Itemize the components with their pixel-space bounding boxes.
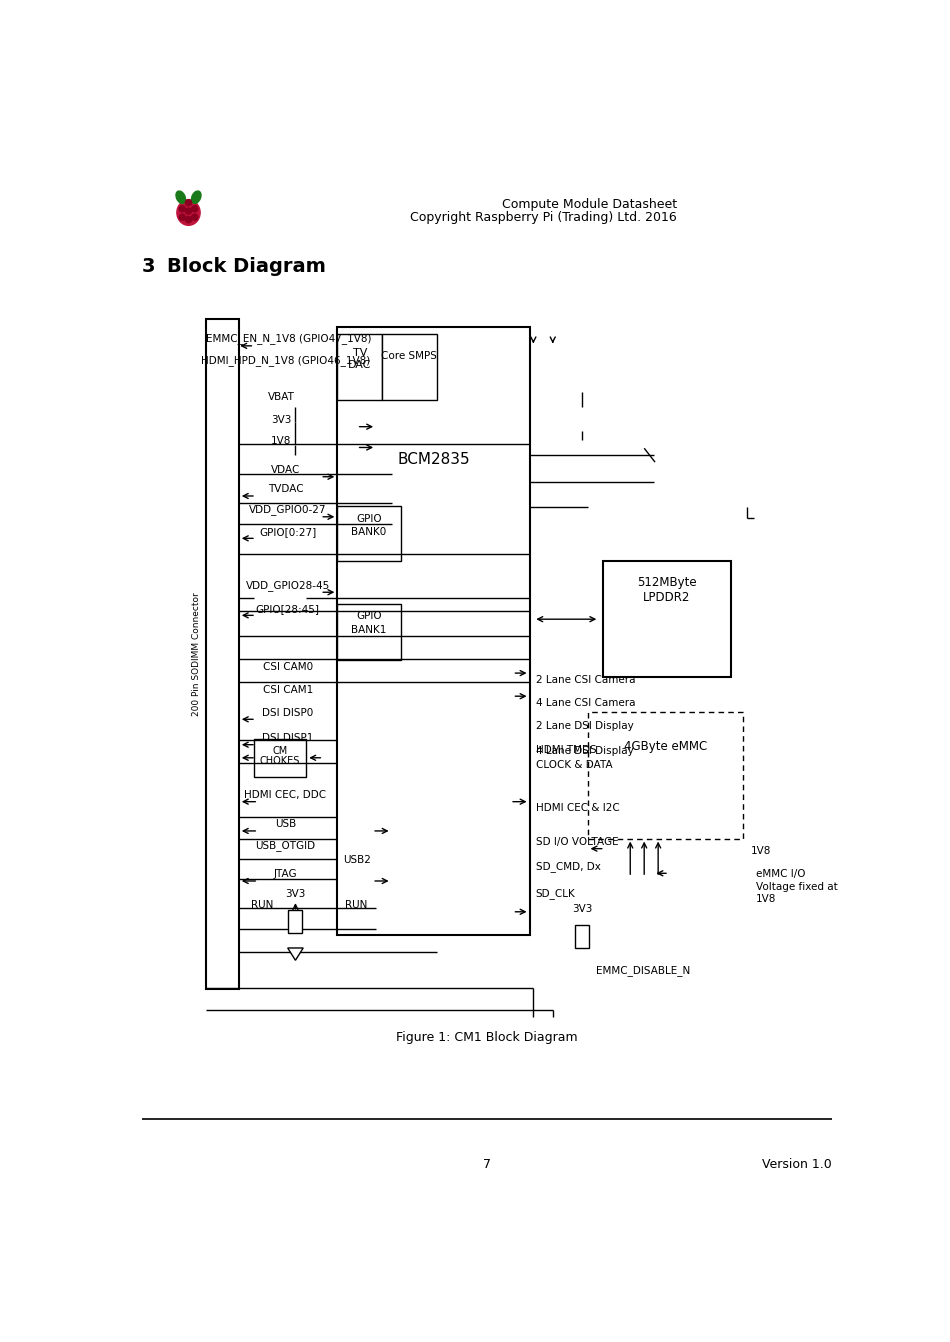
Text: 7: 7: [483, 1158, 491, 1172]
Text: HDMI TMDS: HDMI TMDS: [536, 745, 597, 756]
Bar: [337, 334, 382, 400]
Text: 3V3: 3V3: [272, 415, 292, 425]
Text: CSI CAM0: CSI CAM0: [262, 662, 313, 671]
Ellipse shape: [176, 191, 185, 204]
Circle shape: [185, 200, 192, 205]
Text: 4 Lane DSI Display: 4 Lane DSI Display: [536, 746, 634, 757]
Circle shape: [180, 215, 185, 220]
Text: RUN: RUN: [345, 900, 368, 910]
Text: VBAT: VBAT: [268, 392, 294, 403]
Text: 3V3: 3V3: [572, 905, 593, 914]
Text: 1V8: 1V8: [756, 894, 776, 905]
Text: 1V8: 1V8: [750, 845, 770, 856]
Text: 512MByte: 512MByte: [636, 577, 696, 589]
Text: CLOCK & DATA: CLOCK & DATA: [536, 760, 613, 770]
Text: VDAC: VDAC: [271, 466, 300, 475]
Text: TV: TV: [352, 348, 367, 358]
Text: Version 1.0: Version 1.0: [762, 1158, 832, 1172]
Bar: [382, 334, 436, 400]
Text: HDMI_HPD_N_1V8 (GPIO46_1V8): HDMI_HPD_N_1V8 (GPIO46_1V8): [200, 354, 370, 366]
Text: Figure 1: CM1 Block Diagram: Figure 1: CM1 Block Diagram: [396, 1031, 578, 1044]
Bar: [603, 561, 731, 676]
Circle shape: [185, 216, 192, 223]
Text: JTAG: JTAG: [274, 870, 297, 879]
Polygon shape: [288, 947, 303, 961]
Text: DAC: DAC: [348, 360, 371, 369]
Bar: [588, 711, 743, 839]
Ellipse shape: [192, 191, 201, 204]
Text: GPIO[0:27]: GPIO[0:27]: [259, 527, 316, 537]
Text: GPIO: GPIO: [356, 514, 382, 523]
Text: VDD_GPIO28-45: VDD_GPIO28-45: [246, 580, 330, 590]
Text: DSI DISP0: DSI DISP0: [262, 707, 314, 718]
Text: USB_OTGID: USB_OTGID: [256, 840, 315, 851]
Text: 4 Lane CSI Camera: 4 Lane CSI Camera: [536, 698, 636, 707]
Text: SD_CMD, Dx: SD_CMD, Dx: [536, 860, 600, 872]
Text: EMMC_EN_N_1V8 (GPIO47_1V8): EMMC_EN_N_1V8 (GPIO47_1V8): [206, 333, 372, 345]
Bar: [337, 506, 401, 561]
Text: 2 Lane DSI Display: 2 Lane DSI Display: [536, 721, 634, 731]
Bar: [255, 738, 306, 777]
Text: 2 Lane CSI Camera: 2 Lane CSI Camera: [536, 675, 636, 684]
Text: Block Diagram: Block Diagram: [167, 258, 326, 276]
Text: 3V3: 3V3: [285, 888, 306, 899]
Text: 200 Pin SODIMM Connector: 200 Pin SODIMM Connector: [192, 592, 200, 715]
Text: BANK1: BANK1: [352, 624, 387, 635]
Circle shape: [192, 205, 198, 212]
Text: DSI DISP1: DSI DISP1: [262, 733, 314, 743]
Text: Voltage fixed at: Voltage fixed at: [756, 882, 838, 892]
Text: 3: 3: [142, 258, 156, 276]
Text: EMMC_DISABLE_N: EMMC_DISABLE_N: [597, 965, 691, 976]
Text: TVDAC: TVDAC: [268, 484, 303, 494]
Text: LPDDR2: LPDDR2: [643, 590, 691, 604]
Text: USB: USB: [275, 820, 296, 829]
Text: Core SMPS: Core SMPS: [382, 350, 437, 361]
Text: 1V8: 1V8: [272, 436, 292, 446]
Ellipse shape: [177, 200, 200, 225]
Text: VDD_GPIO0-27: VDD_GPIO0-27: [249, 505, 327, 515]
Text: RUN: RUN: [251, 900, 274, 910]
Text: eMMC I/O: eMMC I/O: [756, 870, 806, 879]
Text: GPIO[28:45]: GPIO[28:45]: [256, 604, 320, 613]
Bar: [289, 910, 302, 933]
Text: Compute Module Datasheet: Compute Module Datasheet: [502, 199, 676, 211]
Bar: [337, 326, 529, 935]
Circle shape: [180, 205, 185, 212]
Text: CM: CM: [273, 746, 288, 757]
Text: GPIO: GPIO: [356, 612, 382, 621]
Text: SD I/O VOLTAGE: SD I/O VOLTAGE: [536, 837, 618, 847]
Text: 4GByte eMMC: 4GByte eMMC: [623, 739, 707, 753]
Text: CHOKES: CHOKES: [259, 757, 300, 766]
Bar: [337, 604, 401, 660]
Circle shape: [185, 208, 192, 215]
Text: BANK0: BANK0: [352, 527, 387, 537]
Text: CSI CAM1: CSI CAM1: [262, 684, 313, 695]
Text: SD_CLK: SD_CLK: [536, 888, 576, 899]
Bar: [205, 319, 238, 989]
Text: HDMI CEC & I2C: HDMI CEC & I2C: [536, 804, 619, 813]
Circle shape: [192, 215, 198, 220]
Text: USB2: USB2: [344, 855, 371, 864]
Bar: [576, 925, 589, 947]
Text: BCM2835: BCM2835: [397, 452, 469, 467]
Text: Copyright Raspberry Pi (Trading) Ltd. 2016: Copyright Raspberry Pi (Trading) Ltd. 20…: [410, 211, 676, 224]
Text: HDMI CEC, DDC: HDMI CEC, DDC: [244, 790, 327, 800]
